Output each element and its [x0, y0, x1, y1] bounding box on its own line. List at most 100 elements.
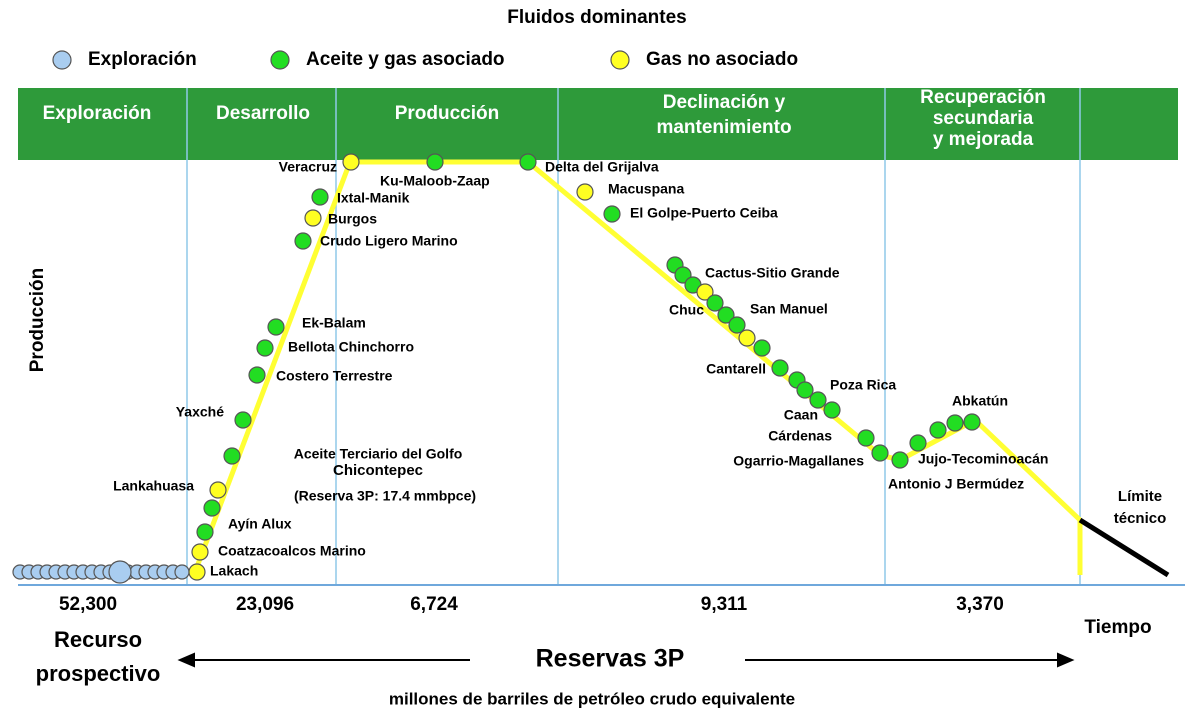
- dot: [946, 414, 964, 432]
- dot: [728, 316, 746, 334]
- field-label: Ku-Maloob-Zaap: [380, 173, 490, 189]
- phase-dividers: [186, 88, 1081, 585]
- field-label: Coatzacoalcos Marino: [218, 543, 366, 559]
- field-label: Veracruz: [279, 159, 337, 175]
- annotation: (Reserva 3P: 17.4 mmbpce): [294, 488, 476, 504]
- field-label: Bellota Chinchorro: [288, 339, 414, 355]
- field-label: San Manuel: [750, 301, 828, 317]
- field-label: El Golpe-Puerto Ceiba: [630, 205, 778, 221]
- dot: [267, 318, 285, 336]
- field-label: Costero Terrestre: [276, 368, 393, 384]
- phase-label: Declinación y: [663, 92, 786, 113]
- reserves-arrows: [177, 652, 1075, 668]
- phase-label: Exploración: [43, 103, 152, 124]
- field-label: Lakach: [210, 563, 258, 579]
- dot: [234, 411, 252, 429]
- field-label: Macuspana: [608, 181, 684, 197]
- dot: [52, 50, 72, 70]
- dot: [771, 359, 789, 377]
- phase-label: Recuperación: [920, 87, 1046, 108]
- phase-label: Desarrollo: [216, 103, 310, 124]
- field-label: Cactus-Sitio Grande: [705, 265, 840, 281]
- dot: [209, 481, 227, 499]
- phase-band: [18, 88, 1178, 160]
- technical-limit-line: [1078, 517, 1170, 578]
- dot: [256, 339, 274, 357]
- limit-label: técnico: [1114, 510, 1167, 527]
- production-curve: [192, 159, 1083, 575]
- field-label: Delta del Grijalva: [545, 159, 659, 175]
- dot: [823, 401, 841, 419]
- dot: [248, 366, 266, 384]
- dot: [196, 523, 214, 541]
- field-label: Burgos: [328, 211, 377, 227]
- dot: [603, 205, 621, 223]
- dot: [304, 209, 322, 227]
- dot: [696, 283, 714, 301]
- prospective-label: prospectivo: [36, 661, 161, 686]
- reserve-value: 6,724: [410, 594, 458, 615]
- dot: [796, 381, 814, 399]
- legend-label: Aceite y gas asociado: [306, 49, 505, 70]
- dot: [891, 451, 909, 469]
- dot: [809, 391, 827, 409]
- reserves-label: Reservas 3P: [536, 645, 685, 673]
- field-label: Poza Rica: [830, 377, 896, 393]
- field-label: Caan: [784, 407, 818, 423]
- dot: [223, 447, 241, 465]
- field-label: Ogarrio-Magallanes: [733, 453, 864, 469]
- field-label: Chuc: [669, 302, 704, 318]
- field-label: Lankahuasa: [113, 478, 194, 494]
- field-label: Ek-Balam: [302, 315, 366, 331]
- dot: [929, 421, 947, 439]
- field-label: Yaxché: [176, 404, 224, 420]
- dot: [174, 564, 190, 580]
- field-label: Ixtal-Manik: [337, 190, 410, 206]
- dot: [108, 560, 132, 584]
- annotation: Aceite Terciario del Golfo: [294, 446, 463, 462]
- dot: [203, 499, 221, 517]
- dot: [188, 563, 206, 581]
- field-label: Crudo Ligero Marino: [320, 233, 458, 249]
- units-label: millones de barriles de petróleo crudo e…: [389, 689, 795, 708]
- field-label: Cárdenas: [768, 428, 832, 444]
- dot: [753, 339, 771, 357]
- time-label: Tiempo: [1084, 617, 1151, 638]
- limit-label: Límite: [1118, 488, 1162, 505]
- reserve-value: 9,311: [701, 594, 748, 615]
- field-dots: [12, 153, 981, 584]
- dot: [963, 413, 981, 431]
- title: Fluidos dominantes: [507, 7, 686, 28]
- field-label: Cantarell: [706, 361, 766, 377]
- legend-label: Gas no asociado: [646, 49, 798, 70]
- phase-label: secundaria: [933, 108, 1034, 129]
- dot: [294, 232, 312, 250]
- annotation: Chicontepec: [333, 462, 423, 479]
- dot: [311, 188, 329, 206]
- field-label: Abkatún: [952, 393, 1008, 409]
- field-label: Jujo-Tecominoacán: [918, 451, 1048, 467]
- dot: [519, 153, 537, 171]
- y-axis-label: Producción: [27, 268, 48, 373]
- dot: [610, 50, 630, 70]
- legend-label: Exploración: [88, 49, 197, 70]
- dot: [857, 429, 875, 447]
- field-label: Ayín Alux: [228, 516, 292, 532]
- dot: [270, 50, 290, 70]
- dot: [342, 153, 360, 171]
- dot: [426, 153, 444, 171]
- dot: [717, 306, 735, 324]
- dot: [191, 543, 209, 561]
- reserve-value: 52,300: [59, 594, 117, 615]
- reserve-value: 23,096: [236, 594, 294, 615]
- dot: [738, 329, 756, 347]
- dot: [871, 444, 889, 462]
- prospective-label: Recurso: [54, 627, 142, 652]
- dot: [909, 434, 927, 452]
- phase-label: y mejorada: [933, 129, 1034, 150]
- dot: [706, 294, 724, 312]
- field-label: Antonio J Bermúdez: [888, 476, 1024, 492]
- phase-label: Producción: [395, 103, 500, 124]
- dot: [576, 183, 594, 201]
